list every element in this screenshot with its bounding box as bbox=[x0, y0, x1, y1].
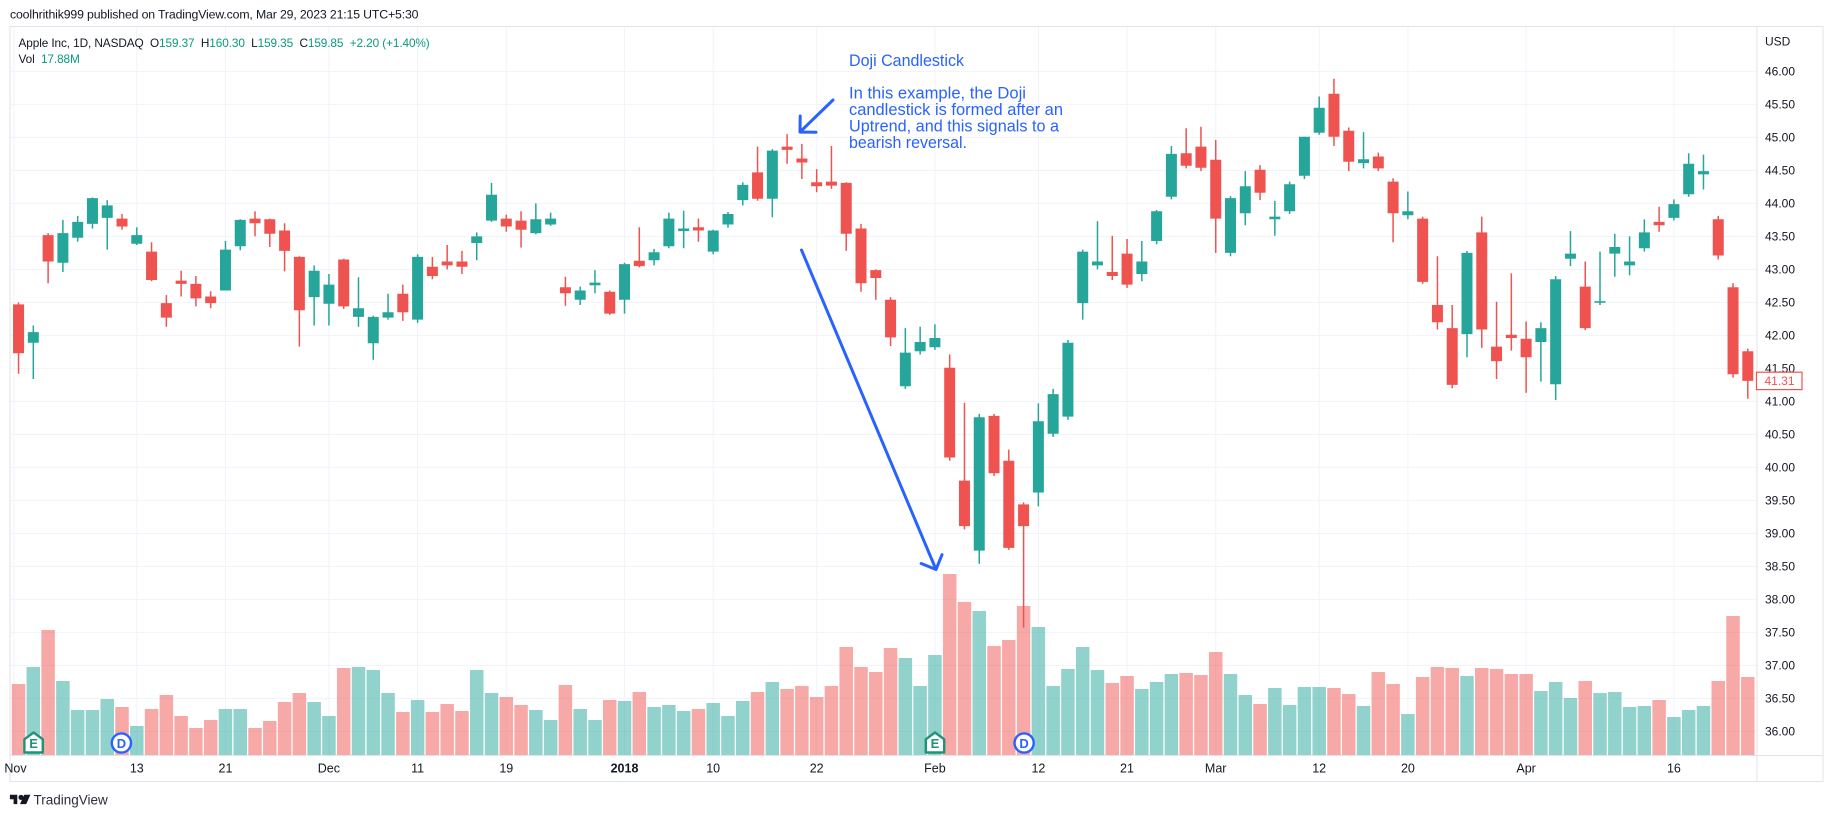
svg-text:46.00: 46.00 bbox=[1765, 65, 1795, 79]
svg-text:11: 11 bbox=[411, 762, 424, 776]
svg-text:44.00: 44.00 bbox=[1765, 197, 1795, 211]
svg-text:Feb: Feb bbox=[924, 762, 946, 776]
svg-text:22: 22 bbox=[810, 762, 824, 776]
svg-text:39.00: 39.00 bbox=[1765, 527, 1795, 541]
svg-text:12: 12 bbox=[1312, 762, 1326, 776]
svg-text:42.00: 42.00 bbox=[1765, 329, 1795, 343]
svg-text:13: 13 bbox=[130, 762, 144, 776]
svg-text:Uptrend, and this signals to a: Uptrend, and this signals to a bbox=[849, 118, 1060, 136]
svg-text:21: 21 bbox=[219, 762, 233, 776]
svg-text:19: 19 bbox=[499, 762, 513, 776]
svg-text:Doji Candlestick: Doji Candlestick bbox=[849, 52, 965, 70]
svg-text:43.00: 43.00 bbox=[1765, 263, 1795, 277]
svg-text:Apr: Apr bbox=[1516, 762, 1535, 776]
svg-text:42.50: 42.50 bbox=[1765, 296, 1795, 310]
svg-text:TradingView: TradingView bbox=[34, 793, 109, 808]
svg-text:Nov: Nov bbox=[4, 762, 27, 776]
svg-text:bearish reversal.: bearish reversal. bbox=[849, 134, 967, 152]
svg-text:E: E bbox=[29, 736, 38, 751]
svg-text:2018: 2018 bbox=[611, 762, 639, 776]
svg-text:D: D bbox=[1019, 736, 1028, 751]
svg-text:38.50: 38.50 bbox=[1765, 560, 1795, 574]
svg-text:21: 21 bbox=[1120, 762, 1134, 776]
svg-text:40.00: 40.00 bbox=[1765, 461, 1795, 475]
svg-text:Mar: Mar bbox=[1205, 762, 1227, 776]
svg-text:43.50: 43.50 bbox=[1765, 230, 1795, 244]
svg-text:44.50: 44.50 bbox=[1765, 164, 1795, 178]
svg-text:38.00: 38.00 bbox=[1765, 593, 1795, 607]
svg-text:coolhrithik999 published on Tr: coolhrithik999 published on TradingView.… bbox=[10, 8, 419, 22]
svg-text:D: D bbox=[117, 736, 126, 751]
svg-text:40.50: 40.50 bbox=[1765, 428, 1795, 442]
svg-text:45.50: 45.50 bbox=[1765, 98, 1795, 112]
svg-text:41.31: 41.31 bbox=[1765, 374, 1795, 388]
svg-text:Dec: Dec bbox=[318, 762, 340, 776]
svg-text:37.50: 37.50 bbox=[1765, 626, 1795, 640]
svg-text:12: 12 bbox=[1031, 762, 1045, 776]
svg-text:36.00: 36.00 bbox=[1765, 725, 1795, 739]
svg-text:candlestick is formed after an: candlestick is formed after an bbox=[849, 101, 1063, 119]
svg-text:USD: USD bbox=[1765, 35, 1791, 49]
svg-text:In this example, the Doji: In this example, the Doji bbox=[849, 85, 1026, 103]
svg-text:37.00: 37.00 bbox=[1765, 659, 1795, 673]
svg-text:10: 10 bbox=[706, 762, 720, 776]
svg-text:36.50: 36.50 bbox=[1765, 692, 1795, 706]
svg-text:20: 20 bbox=[1401, 762, 1415, 776]
svg-text:E: E bbox=[931, 736, 940, 751]
svg-text:16: 16 bbox=[1667, 762, 1681, 776]
svg-text:Apple Inc, 1D, NASDAQ O159.37: Apple Inc, 1D, NASDAQ O159.37 H160.30 L1… bbox=[19, 36, 430, 50]
svg-text:45.00: 45.00 bbox=[1765, 131, 1795, 145]
svg-text:Vol 17.88M: Vol 17.88M bbox=[19, 52, 80, 66]
svg-text:39.50: 39.50 bbox=[1765, 494, 1795, 508]
svg-text:41.00: 41.00 bbox=[1765, 395, 1795, 409]
